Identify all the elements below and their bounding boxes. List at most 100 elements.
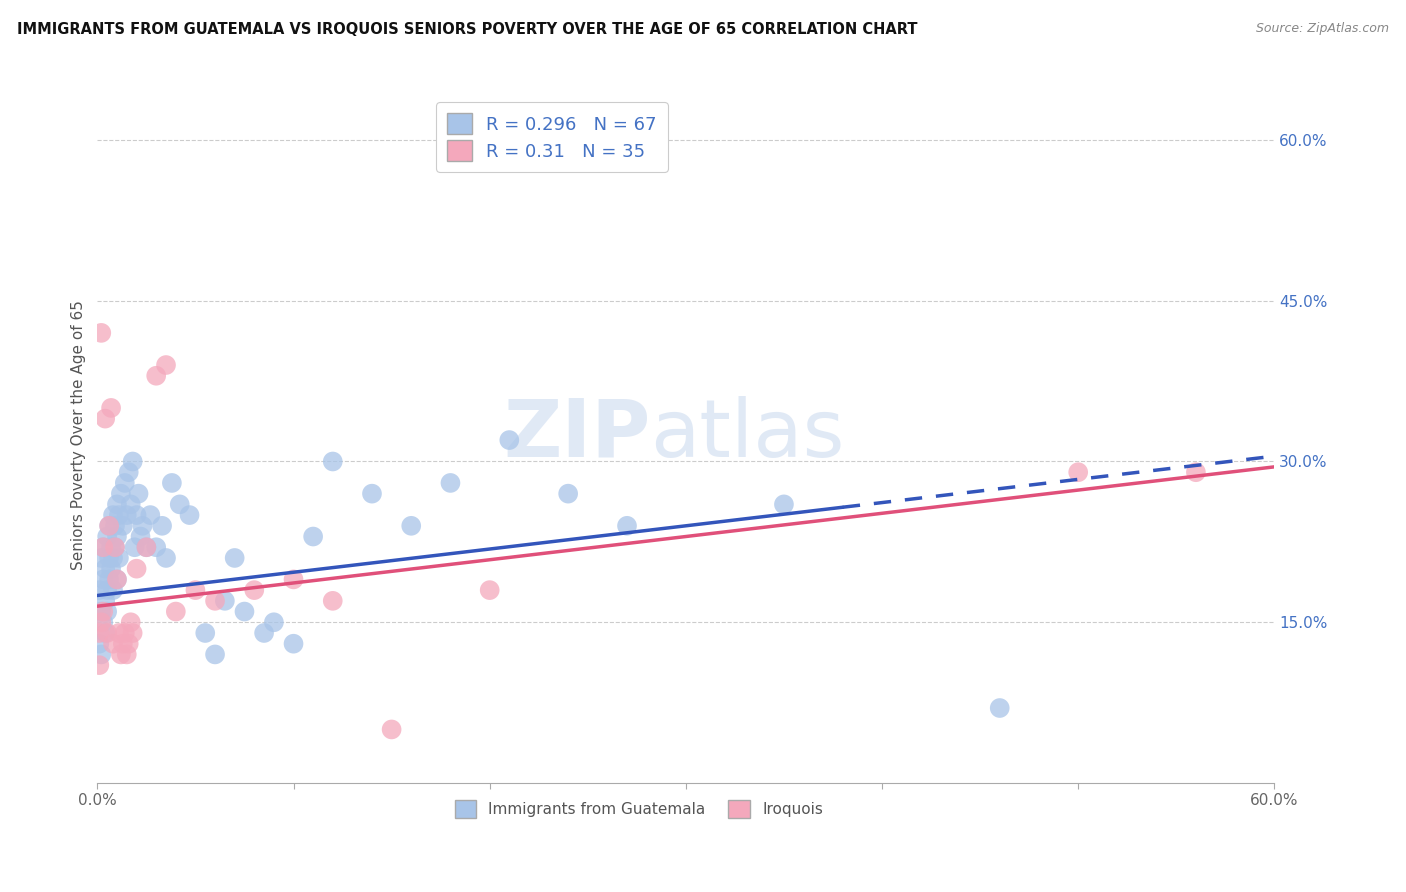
Point	[125, 508, 148, 522]
Point	[91, 615, 114, 630]
Point	[233, 605, 256, 619]
Text: atlas: atlas	[651, 396, 845, 474]
Point	[114, 475, 136, 490]
Point	[105, 573, 128, 587]
Point	[96, 605, 118, 619]
Point	[128, 486, 150, 500]
Point	[108, 551, 131, 566]
Point	[165, 605, 187, 619]
Point	[145, 540, 167, 554]
Point	[91, 540, 114, 554]
Point	[100, 562, 122, 576]
Point	[115, 508, 138, 522]
Point	[194, 626, 217, 640]
Point	[98, 573, 121, 587]
Point	[399, 518, 422, 533]
Point	[169, 497, 191, 511]
Point	[118, 637, 141, 651]
Point	[129, 529, 152, 543]
Text: IMMIGRANTS FROM GUATEMALA VS IROQUOIS SENIORS POVERTY OVER THE AGE OF 65 CORRELA: IMMIGRANTS FROM GUATEMALA VS IROQUOIS SE…	[17, 22, 917, 37]
Point	[361, 486, 384, 500]
Point	[101, 637, 124, 651]
Point	[120, 497, 142, 511]
Point	[121, 454, 143, 468]
Point	[557, 486, 579, 500]
Point	[145, 368, 167, 383]
Point	[110, 486, 132, 500]
Point	[96, 583, 118, 598]
Point	[111, 518, 134, 533]
Point	[104, 540, 127, 554]
Point	[90, 615, 112, 630]
Point	[118, 465, 141, 479]
Point	[98, 518, 121, 533]
Point	[100, 540, 122, 554]
Point	[105, 573, 128, 587]
Point	[381, 723, 404, 737]
Point	[101, 508, 124, 522]
Point	[89, 658, 111, 673]
Point	[100, 401, 122, 415]
Point	[104, 540, 127, 554]
Point	[302, 529, 325, 543]
Point	[105, 497, 128, 511]
Point	[150, 518, 173, 533]
Text: Source: ZipAtlas.com: Source: ZipAtlas.com	[1256, 22, 1389, 36]
Point	[125, 562, 148, 576]
Point	[988, 701, 1011, 715]
Point	[124, 540, 146, 554]
Text: ZIP: ZIP	[503, 396, 651, 474]
Point	[94, 594, 117, 608]
Point	[283, 573, 305, 587]
Point	[160, 475, 183, 490]
Point	[90, 605, 112, 619]
Point	[214, 594, 236, 608]
Point	[1185, 465, 1208, 479]
Point	[135, 540, 157, 554]
Point	[94, 562, 117, 576]
Point	[263, 615, 285, 630]
Point	[108, 508, 131, 522]
Point	[478, 583, 501, 598]
Point	[105, 529, 128, 543]
Point	[91, 540, 114, 554]
Point	[1067, 465, 1090, 479]
Point	[498, 433, 520, 447]
Point	[283, 637, 305, 651]
Point	[439, 475, 461, 490]
Point	[155, 358, 177, 372]
Point	[98, 551, 121, 566]
Point	[94, 626, 117, 640]
Point	[204, 594, 226, 608]
Point	[108, 626, 131, 640]
Point	[204, 648, 226, 662]
Point	[98, 518, 121, 533]
Point	[224, 551, 246, 566]
Point	[101, 551, 124, 566]
Point	[131, 518, 153, 533]
Point	[114, 626, 136, 640]
Point	[90, 551, 112, 566]
Point	[104, 518, 127, 533]
Point	[89, 637, 111, 651]
Point	[243, 583, 266, 598]
Point	[115, 648, 138, 662]
Point	[121, 626, 143, 640]
Point	[101, 583, 124, 598]
Y-axis label: Seniors Poverty Over the Age of 65: Seniors Poverty Over the Age of 65	[72, 300, 86, 570]
Point	[111, 637, 134, 651]
Point	[184, 583, 207, 598]
Point	[616, 518, 638, 533]
Point	[90, 326, 112, 340]
Legend: Immigrants from Guatemala, Iroquois: Immigrants from Guatemala, Iroquois	[449, 794, 830, 824]
Point	[91, 573, 114, 587]
Point	[96, 529, 118, 543]
Point	[90, 648, 112, 662]
Point	[322, 454, 344, 468]
Point	[89, 583, 111, 598]
Point	[110, 648, 132, 662]
Point	[253, 626, 276, 640]
Point	[773, 497, 796, 511]
Point	[96, 626, 118, 640]
Point	[120, 615, 142, 630]
